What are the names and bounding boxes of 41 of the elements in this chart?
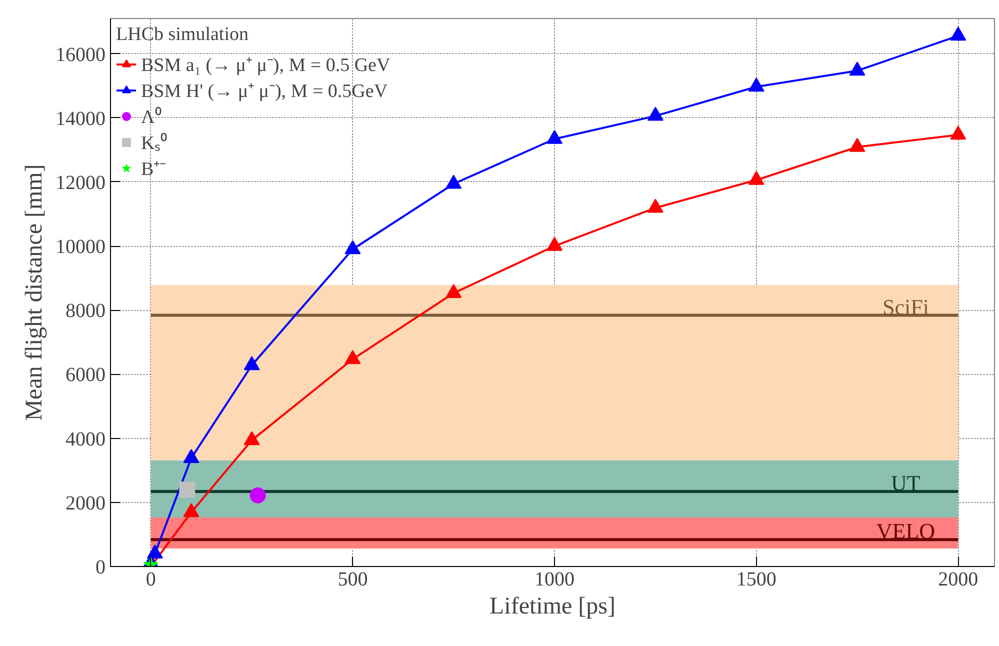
point — [748, 170, 764, 185]
legend-title: LHCb simulation — [116, 24, 250, 46]
y-tick-label: 16000 — [56, 44, 106, 66]
y-tick-label: 8000 — [66, 300, 106, 322]
x-tick-label: 1500 — [736, 568, 776, 590]
point — [849, 138, 866, 152]
point — [344, 240, 361, 254]
legend-label: BSM a₁ (→ μ⁺ μ⁻), M = 0.5 GeV — [141, 54, 390, 77]
point — [748, 78, 764, 92]
point — [344, 350, 361, 364]
x-axis-title: Lifetime [ps] — [490, 594, 616, 620]
point — [183, 503, 200, 518]
point — [146, 544, 163, 559]
y-tick-label: 10000 — [56, 236, 106, 258]
point — [647, 106, 664, 121]
legend-label: B⁺⁻ — [141, 158, 166, 181]
y-tick-label: 14000 — [56, 108, 106, 130]
legend-label: BSM H' (→ μ⁺ μ⁻), M = 0.5GeV — [141, 80, 388, 103]
point — [183, 449, 200, 464]
point — [244, 356, 260, 370]
point — [244, 431, 260, 446]
y-tick-label: 6000 — [66, 364, 106, 386]
point — [446, 284, 462, 298]
y-axis-title: Mean flight distance [mm] — [22, 164, 48, 421]
x-tick-label: 0 — [146, 568, 156, 590]
point — [546, 130, 563, 144]
x-tick-label: 500 — [338, 568, 368, 590]
point — [950, 26, 966, 41]
x-tick-label: 1000 — [534, 568, 575, 590]
point — [647, 198, 664, 213]
legend-label: Kₛ⁰ — [141, 132, 168, 155]
legend-label: Λ⁰ — [141, 106, 162, 129]
point — [446, 174, 462, 189]
point — [950, 126, 966, 140]
point — [849, 62, 866, 76]
ref-line-label: VELO — [876, 518, 936, 544]
y-tick-label: 12000 — [56, 172, 106, 194]
y-tick-label: 2000 — [66, 492, 106, 514]
x-tick-label: 2000 — [938, 568, 978, 590]
y-tick-label: 4000 — [66, 428, 106, 450]
point — [546, 236, 563, 251]
